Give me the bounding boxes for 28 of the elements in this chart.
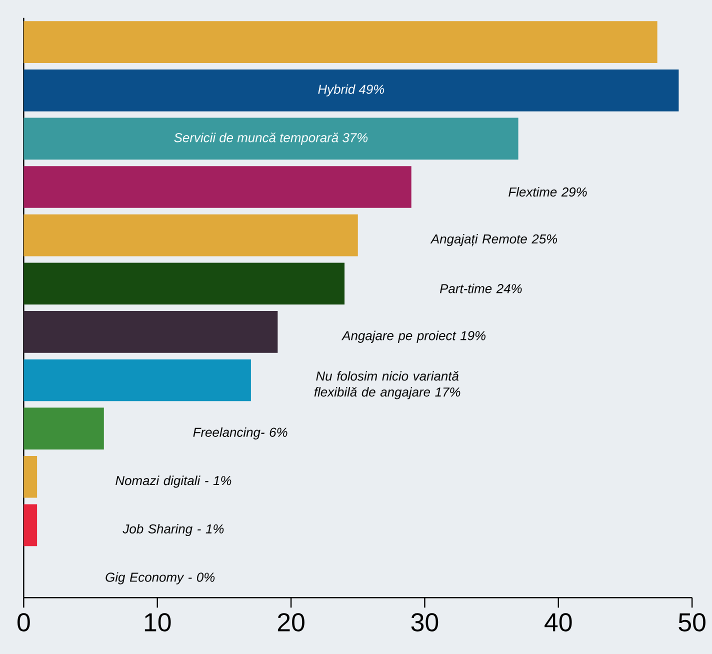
x-tick-label: 0: [18, 612, 30, 632]
x-tick-label: 20: [278, 612, 304, 632]
y-tick-label: Hybrid 49%: [318, 84, 384, 96]
bar: [24, 214, 358, 256]
y-tick-label: Nu folosim nicio variantă flexibilă de angajare 17%: [314, 370, 460, 399]
bar: [24, 20, 658, 63]
bar: [24, 166, 412, 208]
bar: [24, 69, 679, 112]
bar: [24, 504, 38, 546]
bar: [24, 310, 278, 353]
y-tick-label: Angajare pe proiect 19%: [341, 330, 486, 343]
y-tick-label: Gig Economy - 0%: [106, 572, 215, 584]
bar: [24, 407, 104, 450]
y-tick-label: Freelancing- 6%: [193, 427, 288, 440]
y-tick-label: Angajați Remote 25%: [430, 234, 558, 246]
x-tick-label: 30: [411, 612, 438, 632]
bar: [24, 359, 251, 401]
y-tick-label: Part-time 24%: [440, 283, 522, 294]
y-tick-label: Servicii de muncă temporară 37%: [174, 132, 368, 145]
y-tick-label: Job Sharing - 1%: [122, 524, 224, 536]
x-tick-label: 50: [678, 612, 706, 632]
x-tick-label: 40: [544, 612, 572, 632]
bar: [24, 456, 38, 498]
bar: [24, 118, 518, 160]
y-tick-label: Flextime 29%: [508, 186, 587, 196]
y-tick-label: Nomazi digitali - 1%: [116, 475, 232, 488]
bar: [24, 262, 345, 304]
x-tick-label: 10: [144, 612, 171, 632]
